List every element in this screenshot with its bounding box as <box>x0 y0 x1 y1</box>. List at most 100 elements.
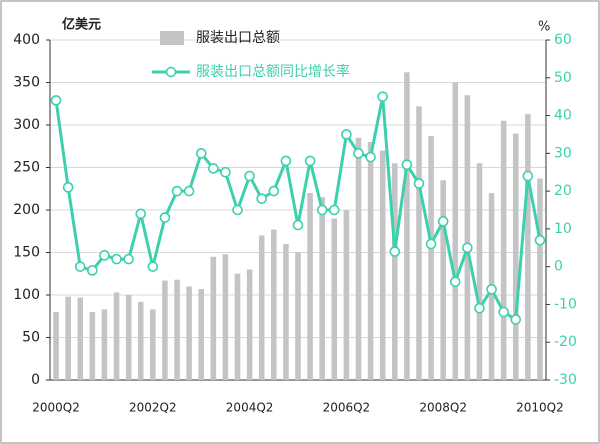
bar <box>186 286 192 380</box>
line-marker <box>462 242 473 254</box>
bar <box>283 244 289 380</box>
bar <box>440 180 446 380</box>
bar <box>452 82 459 380</box>
legend-swatch <box>165 66 177 78</box>
y-tick-label: 200 <box>13 202 40 218</box>
bar <box>416 106 422 381</box>
bar <box>331 218 338 380</box>
line-marker <box>99 250 110 261</box>
legend-label: 服装出口总额同比增长率 <box>196 63 350 80</box>
x-tick-label: 2010Q2 <box>516 401 564 415</box>
y-tick-label: 350 <box>13 75 40 91</box>
line-marker <box>220 166 231 178</box>
x-tick-label: 2006Q2 <box>323 401 371 415</box>
y-tick-label: 100 <box>13 287 40 303</box>
bar <box>271 229 277 380</box>
x-tick-label: 2000Q2 <box>32 401 80 415</box>
bar <box>174 279 180 380</box>
bar <box>198 289 205 380</box>
bar <box>162 280 168 380</box>
legend-label: 服装出口总额 <box>196 30 280 46</box>
bar <box>428 136 434 380</box>
bar <box>476 163 483 380</box>
line-marker <box>244 170 255 182</box>
y-tick-label: 150 <box>13 245 40 261</box>
bar <box>391 163 398 380</box>
bar <box>65 296 71 380</box>
bar <box>89 312 96 380</box>
bar <box>464 95 471 380</box>
line-marker <box>377 91 388 102</box>
y2-tick-label: 10 <box>554 221 572 237</box>
line-marker <box>365 151 376 163</box>
line-marker <box>389 246 401 257</box>
line-marker <box>147 261 159 272</box>
y2-tick-label: 30 <box>554 145 572 161</box>
line-marker <box>50 95 62 106</box>
line-marker <box>74 261 86 272</box>
bar <box>137 301 144 380</box>
line-marker <box>401 159 413 170</box>
y-tick-label: 400 <box>13 32 40 48</box>
line-marker <box>522 170 534 182</box>
bar <box>101 309 108 380</box>
line-marker <box>304 155 316 167</box>
y2-tick-label: -20 <box>554 334 577 350</box>
line-marker <box>232 204 243 216</box>
line-marker <box>268 185 280 197</box>
bar <box>234 273 241 380</box>
bar <box>113 292 120 380</box>
bar <box>355 137 362 380</box>
line-marker <box>87 265 98 276</box>
line-marker <box>449 276 461 288</box>
line-marker <box>183 185 195 197</box>
y-tick-label: 300 <box>13 117 40 133</box>
line-marker <box>208 163 219 174</box>
y-axis-label: 亿美元 <box>62 17 101 33</box>
bar <box>295 252 301 380</box>
bar <box>404 72 410 381</box>
line-marker <box>486 284 497 295</box>
y2-tick-label: 0 <box>554 259 563 275</box>
bar <box>246 269 253 380</box>
bar <box>125 295 132 380</box>
y2-tick-label: 40 <box>554 108 572 124</box>
x-tick-label: 2004Q2 <box>226 401 274 415</box>
line-marker <box>123 253 134 265</box>
line-marker <box>111 253 122 265</box>
bar <box>367 142 374 380</box>
y-tick-label: 0 <box>31 372 40 388</box>
x-tick-label: 2008Q2 <box>419 401 467 415</box>
y2-axis-label: % <box>538 20 550 35</box>
line-marker <box>510 314 522 325</box>
bar <box>53 312 59 380</box>
bar <box>343 210 350 380</box>
line-marker <box>474 302 485 314</box>
line-marker <box>292 219 304 231</box>
bar <box>150 309 156 380</box>
line-marker <box>425 238 437 250</box>
y2-tick-label: 60 <box>554 32 572 48</box>
line-marker <box>135 208 147 220</box>
line-marker <box>437 216 449 227</box>
bar <box>77 297 84 380</box>
line-marker <box>316 204 328 216</box>
bar <box>512 133 519 380</box>
y-tick-label: 50 <box>22 330 40 346</box>
bar <box>210 256 217 380</box>
line-marker <box>171 185 183 197</box>
bar <box>537 178 543 380</box>
line-marker <box>159 212 171 223</box>
y2-tick-label: -10 <box>554 296 577 312</box>
line-marker <box>280 155 292 167</box>
y2-tick-label: 20 <box>554 183 572 199</box>
bar <box>525 113 531 380</box>
bar <box>307 193 313 380</box>
bar <box>319 197 325 380</box>
line-marker <box>534 234 546 246</box>
bar <box>379 150 386 380</box>
line-marker <box>413 178 425 189</box>
line-marker <box>328 204 340 216</box>
bar <box>222 254 229 380</box>
